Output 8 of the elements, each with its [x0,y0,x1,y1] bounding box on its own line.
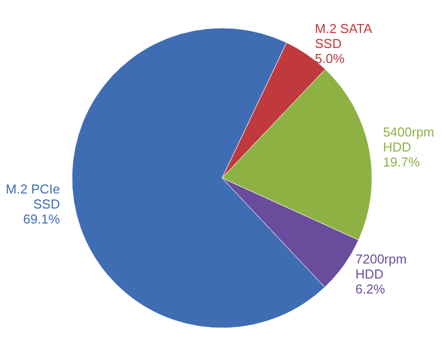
data-label: 5.0% [314,50,345,66]
data-label: 19.7% [382,154,420,170]
slice-label: 5400rpm HDD [382,124,434,155]
data-label: 6.2% [355,281,386,296]
slice-label: M.2 PCIe SSD [6,181,60,212]
data-label: 69.1% [23,211,60,226]
slice-label: M.2 SATA SSD [314,20,373,51]
slice-label: 7200rpm HDD [355,251,407,282]
